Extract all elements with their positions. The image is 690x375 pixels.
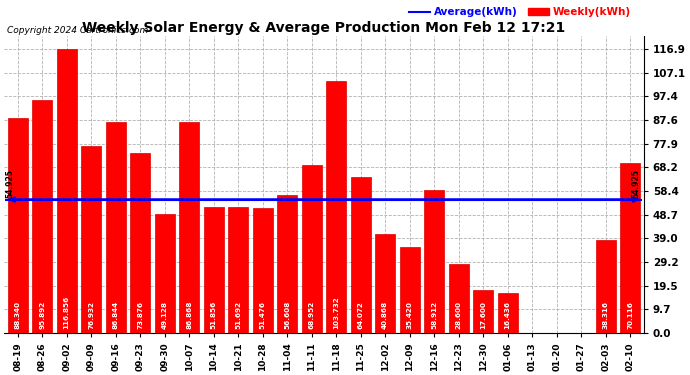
Bar	[351, 177, 371, 333]
Text: 56.608: 56.608	[284, 301, 290, 329]
Bar	[424, 190, 444, 333]
Bar	[179, 122, 199, 333]
Text: 51.692: 51.692	[235, 301, 242, 329]
Bar	[620, 163, 640, 333]
Legend: Average(kWh), Weekly(kWh): Average(kWh), Weekly(kWh)	[404, 3, 635, 21]
Text: 17.600: 17.600	[480, 302, 486, 329]
Bar	[130, 153, 150, 333]
Bar	[8, 118, 28, 333]
Text: 70.116: 70.116	[627, 302, 633, 329]
Text: 86.844: 86.844	[112, 301, 119, 329]
Text: 88.340: 88.340	[14, 302, 21, 329]
Text: 95.892: 95.892	[39, 301, 45, 329]
Text: 54.925: 54.925	[631, 169, 640, 198]
Text: 116.856: 116.856	[63, 296, 70, 329]
Text: 73.876: 73.876	[137, 302, 143, 329]
Text: 49.128: 49.128	[161, 302, 168, 329]
Text: 76.932: 76.932	[88, 302, 94, 329]
Text: 54.925: 54.925	[6, 169, 15, 198]
Bar	[595, 240, 615, 333]
Bar	[204, 207, 224, 333]
Bar	[155, 214, 175, 333]
Text: 51.476: 51.476	[259, 302, 266, 329]
Bar	[228, 207, 248, 333]
Title: Weekly Solar Energy & Average Production Mon Feb 12 17:21: Weekly Solar Energy & Average Production…	[82, 21, 566, 35]
Bar	[497, 293, 518, 333]
Text: 103.732: 103.732	[333, 297, 339, 329]
Bar	[473, 290, 493, 333]
Bar	[302, 165, 322, 333]
Bar	[375, 234, 395, 333]
Bar	[277, 195, 297, 333]
Text: 16.436: 16.436	[504, 302, 511, 329]
Text: 38.316: 38.316	[602, 302, 609, 329]
Text: 51.856: 51.856	[210, 301, 217, 329]
Bar	[81, 146, 101, 333]
Text: 28.600: 28.600	[455, 302, 462, 329]
Bar	[57, 49, 77, 333]
Text: Copyright 2024 Cartronics.com: Copyright 2024 Cartronics.com	[7, 26, 148, 35]
Text: 86.868: 86.868	[186, 301, 192, 329]
Bar	[106, 122, 126, 333]
Bar	[400, 247, 420, 333]
Text: 64.072: 64.072	[357, 302, 364, 329]
Text: 35.420: 35.420	[406, 302, 413, 329]
Text: 58.912: 58.912	[431, 301, 437, 329]
Bar	[253, 208, 273, 333]
Text: 68.952: 68.952	[308, 301, 315, 329]
Bar	[448, 264, 469, 333]
Text: 40.868: 40.868	[382, 301, 388, 329]
Bar	[32, 100, 52, 333]
Bar	[326, 81, 346, 333]
